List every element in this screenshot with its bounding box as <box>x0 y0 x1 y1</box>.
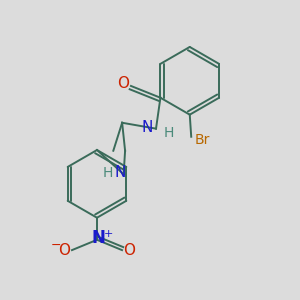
Text: H: H <box>102 166 112 180</box>
Text: O: O <box>118 76 130 91</box>
Text: +: + <box>103 229 113 239</box>
Text: H: H <box>164 126 174 140</box>
Text: O: O <box>58 243 70 258</box>
Text: N: N <box>115 165 126 180</box>
Text: N: N <box>92 229 105 247</box>
Text: −: − <box>50 239 61 252</box>
Text: N: N <box>142 120 153 135</box>
Text: Br: Br <box>194 133 209 147</box>
Text: O: O <box>123 243 135 258</box>
